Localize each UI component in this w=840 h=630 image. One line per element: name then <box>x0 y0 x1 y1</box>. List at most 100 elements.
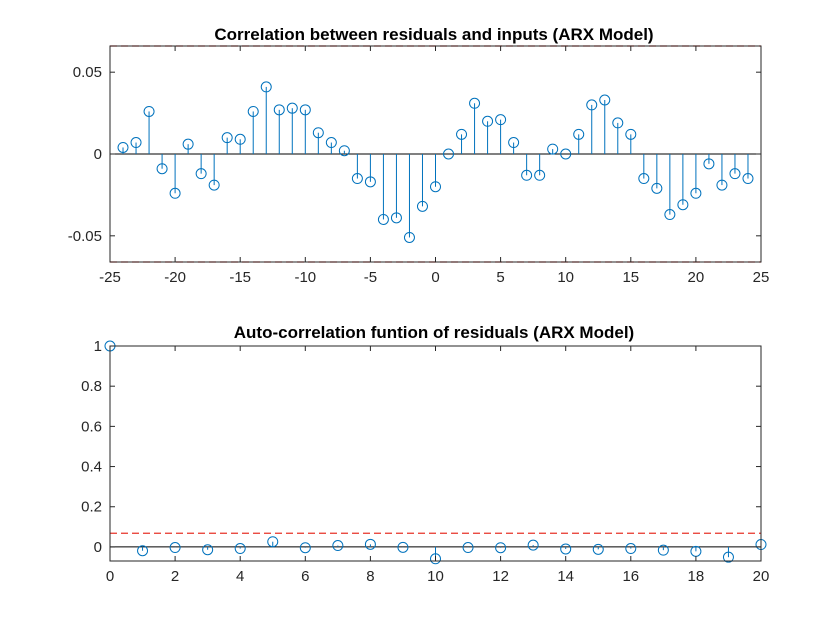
x-tick-label: 12 <box>492 568 509 585</box>
x-tick-label: 0 <box>106 568 114 585</box>
stem-marker <box>495 542 507 554</box>
stem-marker <box>599 94 611 106</box>
x-tick-label: -5 <box>364 269 377 286</box>
stem-marker <box>247 105 259 117</box>
stem-marker <box>430 181 441 193</box>
stem-marker <box>456 128 468 140</box>
x-tick-label: 4 <box>236 568 244 585</box>
stem-marker <box>208 179 220 191</box>
stem-marker <box>722 551 734 563</box>
stem-marker <box>273 104 285 116</box>
stem-marker <box>117 141 129 153</box>
x-axis-ticks: 0 2 4 6 8 10 12 14 16 18 20 <box>106 346 769 585</box>
stem-marker <box>521 169 533 181</box>
y-tick-label: 0 <box>94 146 102 163</box>
stem-marker <box>592 543 604 555</box>
stem-series <box>117 81 754 243</box>
stem-marker <box>462 542 474 554</box>
x-tick-label: 20 <box>688 269 705 286</box>
stem-marker <box>403 231 415 243</box>
stem-marker <box>397 541 409 553</box>
x-tick-label: -25 <box>99 269 121 286</box>
stem-marker <box>364 538 376 550</box>
stem-marker <box>169 542 181 554</box>
stem-marker <box>267 536 279 548</box>
stem-marker <box>156 163 168 175</box>
stem-marker <box>338 145 350 157</box>
stem-marker <box>312 127 324 139</box>
stem-marker <box>234 133 246 145</box>
stem-marker <box>416 200 428 212</box>
stem-marker <box>638 173 650 185</box>
x-tick-label: -15 <box>229 269 251 286</box>
stem-marker <box>169 187 181 199</box>
stem-marker <box>482 115 494 127</box>
chart-title: Auto-correlation funtion of residuals (A… <box>234 323 634 342</box>
x-tick-label: 14 <box>557 568 574 585</box>
x-tick-label: 16 <box>622 568 639 585</box>
y-axis-ticks: -0.05 0 0.05 <box>68 64 761 245</box>
y-tick-label: 0.4 <box>81 459 102 476</box>
x-tick-label: 15 <box>622 269 639 286</box>
y-tick-label: 0.05 <box>73 64 102 81</box>
stem-marker <box>586 99 598 111</box>
x-tick-label: 2 <box>171 568 179 585</box>
stem-marker <box>560 148 572 160</box>
stem-marker <box>508 137 520 149</box>
stem-series <box>104 340 767 565</box>
y-axis-ticks: 0 0.2 0.4 0.6 0.8 1 <box>81 338 761 556</box>
stem-marker <box>202 544 214 556</box>
stem-marker <box>612 117 624 129</box>
stem-marker <box>130 137 142 149</box>
stem-marker <box>664 209 676 221</box>
stem-marker <box>332 540 344 552</box>
x-axis-ticks: -25 -20 -15 -10 -5 0 5 10 15 20 25 <box>99 46 769 286</box>
y-tick-label: 0.6 <box>81 418 102 435</box>
y-tick-label: 1 <box>94 338 102 355</box>
stem-marker <box>703 158 715 170</box>
stem-marker <box>573 128 585 140</box>
stem-marker <box>195 168 207 180</box>
stem-marker <box>286 102 298 114</box>
stem-marker <box>469 97 481 109</box>
stem-marker <box>677 199 689 211</box>
stem-marker <box>742 173 754 185</box>
stem-marker <box>364 176 376 188</box>
stem-marker <box>325 137 337 149</box>
stem-marker <box>560 543 572 555</box>
stem-marker <box>625 543 637 555</box>
stem-marker <box>260 81 272 93</box>
plot-residual-input-correlation: Correlation between residuals and inputs… <box>68 25 770 286</box>
stem-marker <box>137 545 149 557</box>
stem-marker <box>443 148 455 160</box>
stem-marker <box>377 213 389 225</box>
plot-residual-autocorrelation: Auto-correlation funtion of residuals (A… <box>81 323 769 585</box>
stem-marker <box>547 143 559 155</box>
stem-marker <box>651 182 663 194</box>
axes-box <box>109 345 762 562</box>
stem-marker <box>299 104 311 116</box>
stem-marker <box>182 138 194 150</box>
stem-marker <box>534 169 546 181</box>
x-tick-label: 10 <box>427 568 444 585</box>
stem-marker <box>495 114 507 126</box>
stem-marker <box>234 543 246 555</box>
x-tick-label: 6 <box>301 568 309 585</box>
x-tick-label: 5 <box>496 269 504 286</box>
y-tick-label: 0.8 <box>81 378 102 395</box>
stem-marker <box>351 173 363 185</box>
stem-marker <box>729 168 741 180</box>
stem-marker <box>143 105 155 117</box>
y-tick-label: -0.05 <box>68 228 102 245</box>
stem-marker <box>716 179 728 191</box>
stem-marker <box>690 187 702 199</box>
y-tick-label: 0.2 <box>81 499 102 516</box>
x-tick-label: 18 <box>688 568 705 585</box>
stem-marker <box>657 544 669 556</box>
stem-marker <box>390 212 402 224</box>
stem-marker <box>527 539 539 551</box>
stem-marker <box>430 553 441 565</box>
x-tick-label: 10 <box>557 269 574 286</box>
chart-title: Correlation between residuals and inputs… <box>214 25 653 44</box>
